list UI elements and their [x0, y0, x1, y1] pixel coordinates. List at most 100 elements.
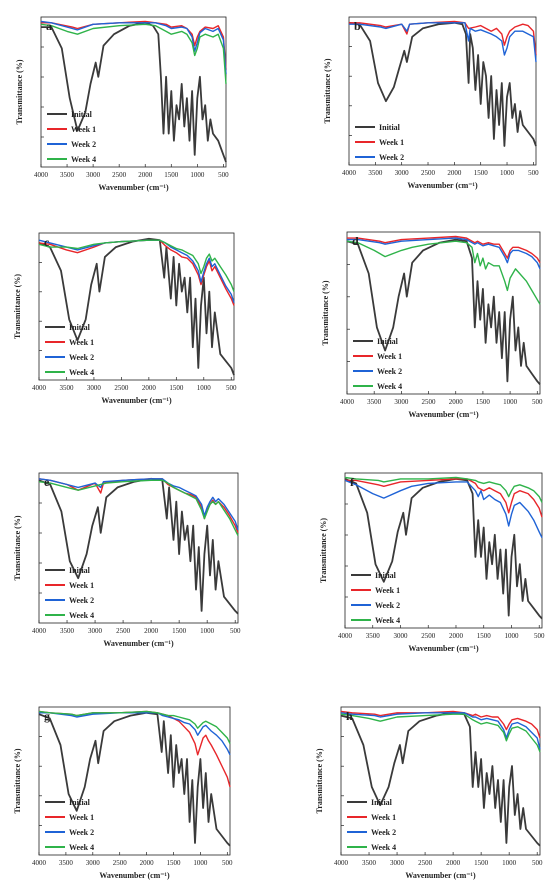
- panel-a-series-initial: [41, 21, 227, 163]
- panel-f-series-initial: [344, 477, 543, 620]
- panel-h-xtick-label: 3500: [362, 859, 377, 867]
- panel-f-letter: f: [350, 475, 355, 489]
- panel-h-ylabel: Transmittance (%): [315, 748, 324, 813]
- panel-d-xtick-label: 500: [532, 398, 543, 406]
- panel-a-xlabel: Wavenumber (cm⁻¹): [98, 183, 169, 192]
- panel-f-xtick-label: 4000: [338, 632, 353, 640]
- panel-c-frame: [38, 232, 235, 381]
- panel-e-xtick-label: 3000: [88, 627, 103, 635]
- panel-d-legend-label: Week 2: [377, 367, 402, 376]
- panel-f-xtick-label: 3500: [366, 632, 381, 640]
- panel-g-series-week-4: [38, 710, 231, 744]
- panel-h-xtick-label: 3000: [390, 859, 405, 867]
- panel-c-xtick-label: 2000: [142, 384, 157, 392]
- panel-c-legend-label: Week 4: [69, 368, 94, 377]
- panel-b-xtick-label: 2000: [447, 169, 462, 177]
- panel-g-ylabel: Transmittance (%): [13, 748, 22, 813]
- panel-g-frame: [38, 706, 231, 856]
- panel-e-ylabel: Transmittance (%): [13, 515, 22, 580]
- panel-c-xlabel: Wavenumber (cm⁻¹): [101, 396, 172, 405]
- panel-g-series-initial: [38, 711, 231, 847]
- panel-f-legend-label: Initial: [375, 571, 397, 580]
- panel-h-xtick-label: 1500: [474, 859, 489, 867]
- panel-g-xtick-label: 3000: [86, 859, 101, 867]
- panel-a-xtick-label: 2500: [112, 171, 127, 179]
- panel-g-xtick-label: 4000: [32, 859, 47, 867]
- panel-e-xtick-label: 3500: [60, 627, 75, 635]
- panel-d-frame: [346, 231, 541, 395]
- panel-d-legend-label: Week 4: [377, 382, 402, 391]
- panel-e-letter: e: [44, 475, 50, 489]
- panel-g-legend-label: Week 4: [69, 843, 94, 852]
- panel-c-series-initial: [38, 237, 235, 376]
- panel-b-series-week-2: [349, 22, 537, 63]
- panel-h-xtick-label: 2000: [446, 859, 461, 867]
- panel-d-legend-label: Initial: [377, 337, 399, 346]
- panel-b-legend-label: Initial: [379, 123, 401, 132]
- panel-f-series-week-1: [345, 478, 543, 518]
- panel-h-series-week-4: [340, 713, 541, 753]
- panel-b-legend-label: Week 2: [379, 153, 404, 162]
- panel-f-legend-label: Week 4: [375, 616, 400, 625]
- panel-b-xtick-label: 1000: [500, 169, 515, 177]
- panel-a-ylabel: Transmittance (%): [15, 59, 24, 124]
- panel-b-letter: b: [354, 19, 361, 33]
- panel-d-xtick-label: 2500: [422, 398, 437, 406]
- panel-e-series-week-2: [38, 478, 239, 531]
- panel-d-series-week-1: [347, 235, 541, 264]
- panel-e-xtick-label: 1000: [200, 627, 215, 635]
- panel-d-series-week-4: [346, 240, 541, 305]
- panel-a-xtick-label: 2000: [138, 171, 153, 179]
- panel-e-legend-label: Week 1: [69, 581, 94, 590]
- panel-c-xtick-label: 3500: [59, 384, 74, 392]
- panel-h-letter: h: [346, 709, 353, 723]
- panel-c-legend-label: Initial: [69, 323, 91, 332]
- panel-h-xtick-label: 500: [532, 859, 543, 867]
- panel-d-xtick-label: 4000: [340, 398, 355, 406]
- panel-g-xtick-label: 1000: [193, 859, 208, 867]
- panel-h-xtick-label: 4000: [334, 859, 349, 867]
- panel-f-legend-label: Week 1: [375, 586, 400, 595]
- panel-c-xtick-label: 4000: [32, 384, 47, 392]
- panel-a-series-week-4: [40, 23, 227, 84]
- panel-a-xtick-label: 1500: [164, 171, 179, 179]
- panel-b-ylabel: Transmittance (%): [323, 58, 332, 123]
- panel-d-xtick-label: 3000: [394, 398, 409, 406]
- panel-a-legend-label: Week 2: [71, 140, 96, 149]
- panel-e-xtick-label: 1500: [172, 627, 187, 635]
- panel-h-legend-label: Week 1: [371, 813, 396, 822]
- panel-g-letter: g: [44, 709, 50, 723]
- panel-d-series-week-2: [347, 237, 541, 270]
- panel-d-ylabel: Transmittance (%): [321, 280, 330, 345]
- panel-f-ylabel: Transmittance (%): [319, 518, 328, 583]
- panel-e-legend-label: Week 4: [69, 611, 94, 620]
- panel-a-series-week-1: [41, 20, 227, 70]
- panel-f-legend-label: Week 2: [375, 601, 400, 610]
- panel-h-legend-label: Week 4: [371, 843, 396, 852]
- panel-h-xtick-label: 1000: [502, 859, 517, 867]
- panel-g-xtick-label: 2500: [113, 859, 128, 867]
- panel-d-xtick-label: 1000: [503, 398, 518, 406]
- panel-f-frame: [344, 472, 543, 629]
- panel-g-xtick-label: 1500: [167, 859, 182, 867]
- panel-g-xtick-label: 3500: [59, 859, 74, 867]
- panel-b-xtick-label: 500: [528, 169, 539, 177]
- panel-c-xtick-label: 3000: [87, 384, 102, 392]
- panel-c-xtick-label: 500: [226, 384, 237, 392]
- panel-h-legend-label: Initial: [371, 798, 393, 807]
- panel-d-letter: d: [352, 234, 359, 248]
- panel-h-series-week-2: [340, 712, 541, 750]
- panel-a-xtick-label: 1000: [190, 171, 205, 179]
- panel-a-legend-label: Week 1: [71, 125, 96, 134]
- panel-b-xtick-label: 1500: [474, 169, 489, 177]
- panel-e-series-initial: [38, 477, 239, 615]
- panel-e-xtick-label: 2500: [116, 627, 131, 635]
- panel-e-frame: [38, 472, 239, 624]
- panel-g-legend-label: Week 2: [69, 828, 94, 837]
- panel-a-xtick-label: 3500: [60, 171, 75, 179]
- panel-d-xtick-label: 3500: [367, 398, 382, 406]
- panel-e-xtick-label: 2000: [144, 627, 159, 635]
- panel-b-frame: [348, 16, 537, 166]
